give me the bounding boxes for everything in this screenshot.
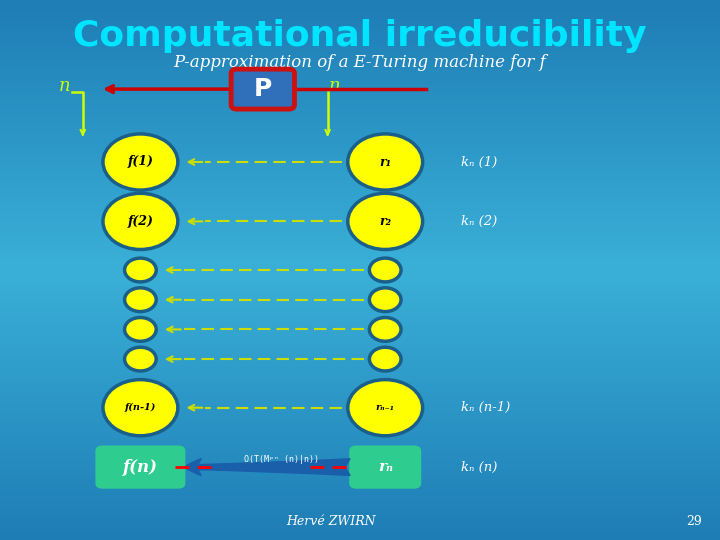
Text: P: P bbox=[253, 77, 272, 101]
Circle shape bbox=[103, 193, 178, 249]
Circle shape bbox=[369, 288, 401, 312]
FancyBboxPatch shape bbox=[95, 446, 186, 489]
Text: 29: 29 bbox=[686, 515, 702, 528]
Text: kₙ (n): kₙ (n) bbox=[461, 461, 498, 474]
Text: n: n bbox=[329, 77, 341, 96]
Text: r₁: r₁ bbox=[379, 156, 391, 168]
Circle shape bbox=[125, 288, 156, 312]
Circle shape bbox=[103, 380, 178, 436]
FancyBboxPatch shape bbox=[349, 446, 421, 489]
Circle shape bbox=[348, 193, 423, 249]
Circle shape bbox=[369, 347, 401, 371]
Text: Hervé ZWIRN: Hervé ZWIRN bbox=[287, 515, 376, 528]
Circle shape bbox=[125, 347, 156, 371]
Circle shape bbox=[103, 134, 178, 190]
Circle shape bbox=[348, 380, 423, 436]
Text: rₙ: rₙ bbox=[378, 460, 392, 474]
Text: Computational irreducibility: Computational irreducibility bbox=[73, 19, 647, 53]
Text: f(1): f(1) bbox=[127, 156, 153, 168]
Text: rₙ₋₁: rₙ₋₁ bbox=[376, 403, 395, 412]
Text: O(T(Mᵖⁿ (n)|n)): O(T(Mᵖⁿ (n)|n)) bbox=[244, 455, 319, 464]
Text: r₂: r₂ bbox=[379, 215, 391, 228]
Circle shape bbox=[125, 318, 156, 341]
Text: P‑approximation of a E‑Turing machine for f: P‑approximation of a E‑Turing machine fo… bbox=[174, 54, 546, 71]
Text: kₙ (2): kₙ (2) bbox=[461, 215, 497, 228]
Text: f(n): f(n) bbox=[123, 458, 158, 476]
Text: n: n bbox=[59, 77, 71, 96]
Text: f(2): f(2) bbox=[127, 215, 153, 228]
Text: kₙ (1): kₙ (1) bbox=[461, 156, 497, 168]
Circle shape bbox=[369, 258, 401, 282]
FancyBboxPatch shape bbox=[231, 69, 294, 109]
Text: f(n-1): f(n-1) bbox=[125, 403, 156, 412]
Circle shape bbox=[369, 318, 401, 341]
Circle shape bbox=[125, 258, 156, 282]
Circle shape bbox=[348, 134, 423, 190]
Text: kₙ (n-1): kₙ (n-1) bbox=[461, 401, 510, 414]
